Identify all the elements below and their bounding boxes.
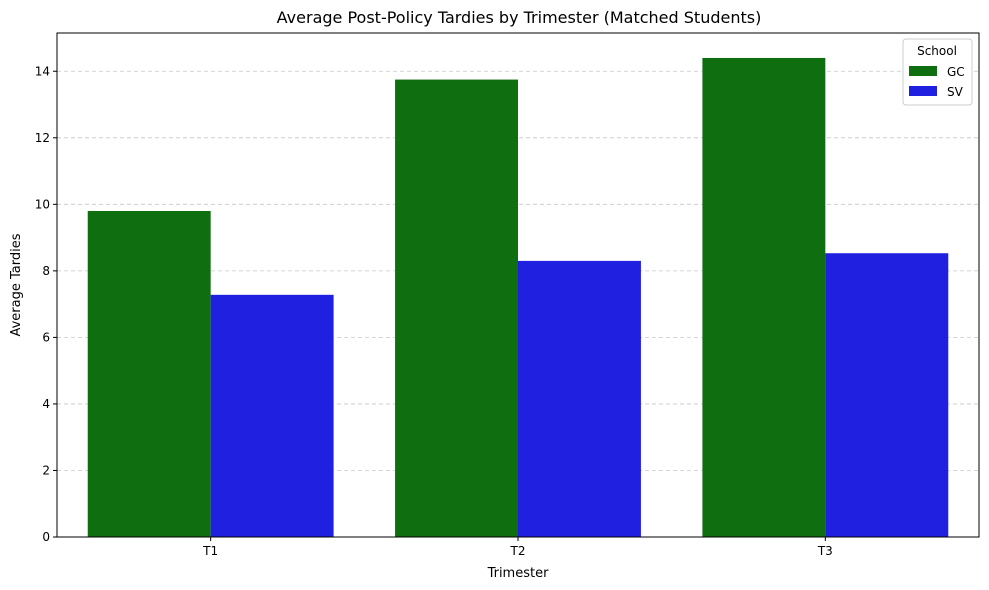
- bar-gc-t1: [87, 210, 211, 537]
- y-tick-label: 6: [42, 330, 50, 344]
- bar-gc-t2: [395, 79, 518, 538]
- legend-title: School: [917, 44, 957, 58]
- x-tick-label: T2: [510, 544, 526, 558]
- y-tick-label: 10: [35, 197, 50, 211]
- legend-swatch-sv: [909, 86, 937, 96]
- legend: School GC SV: [902, 38, 973, 106]
- legend-swatch-gc: [909, 66, 937, 76]
- legend-label-sv: SV: [947, 85, 964, 99]
- y-tick-label: 12: [35, 131, 50, 145]
- y-tick-label: 14: [35, 64, 50, 78]
- bars: [87, 57, 949, 538]
- y-tick-label: 8: [42, 264, 50, 278]
- bar-sv-t2: [518, 260, 641, 537]
- bar-gc-t3: [702, 57, 826, 537]
- bar-sv-t3: [825, 253, 949, 537]
- y-tick-label: 2: [42, 463, 50, 477]
- x-axis-label: Trimester: [487, 566, 550, 581]
- y-axis-ticks: 0 2 4 6 8 10 12 14: [35, 64, 57, 544]
- chart-title: Average Post-Policy Tardies by Trimester…: [277, 8, 762, 27]
- bar-sv-t1: [210, 294, 334, 537]
- legend-label-gc: GC: [947, 65, 965, 79]
- y-axis-label: Average Tardies: [9, 233, 24, 336]
- x-tick-label: T1: [202, 544, 218, 558]
- x-axis-ticks: T1 T2 T3: [202, 537, 833, 558]
- x-tick-label: T3: [817, 544, 833, 558]
- y-tick-label: 4: [42, 397, 50, 411]
- y-tick-label: 0: [42, 530, 50, 544]
